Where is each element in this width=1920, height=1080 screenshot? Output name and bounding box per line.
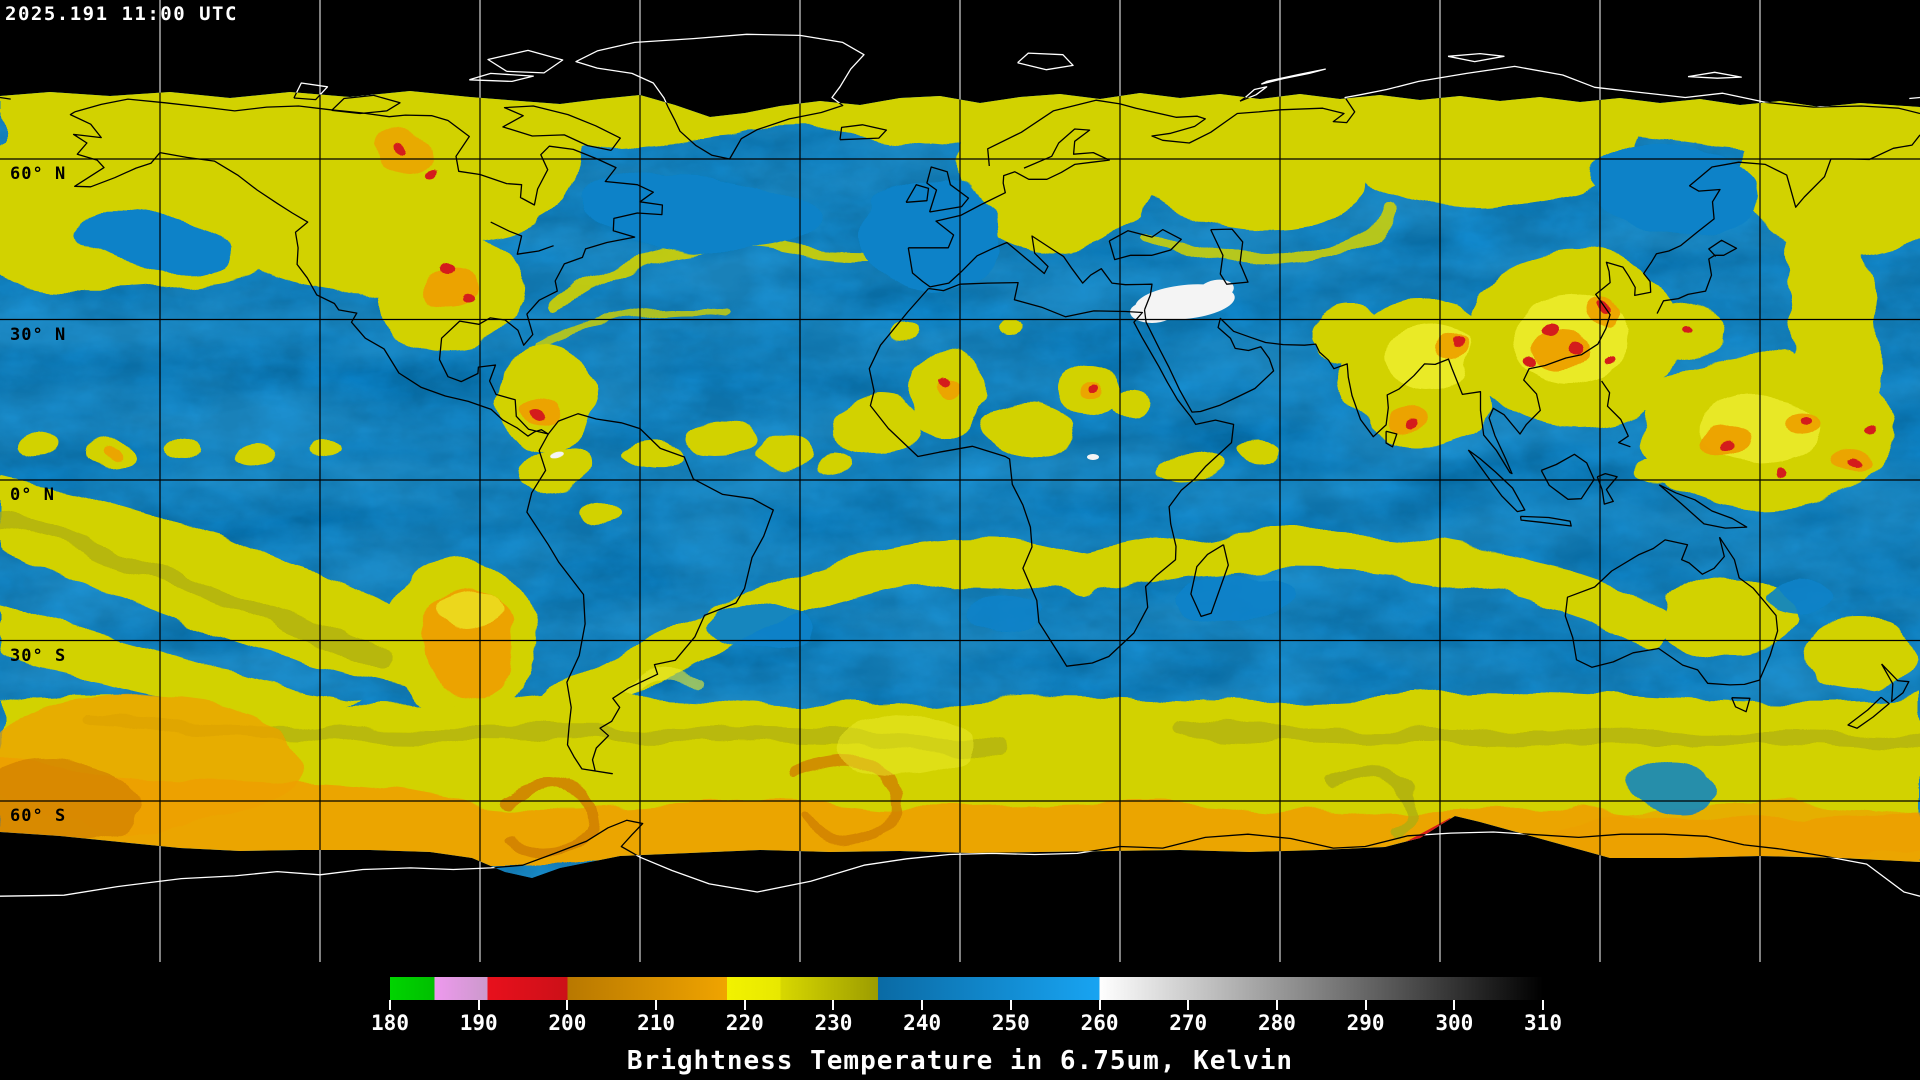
grid-lines-data	[0, 91, 1920, 878]
coastlines-on-space	[0, 33, 1920, 897]
warm-dry-blobs	[550, 279, 1235, 460]
